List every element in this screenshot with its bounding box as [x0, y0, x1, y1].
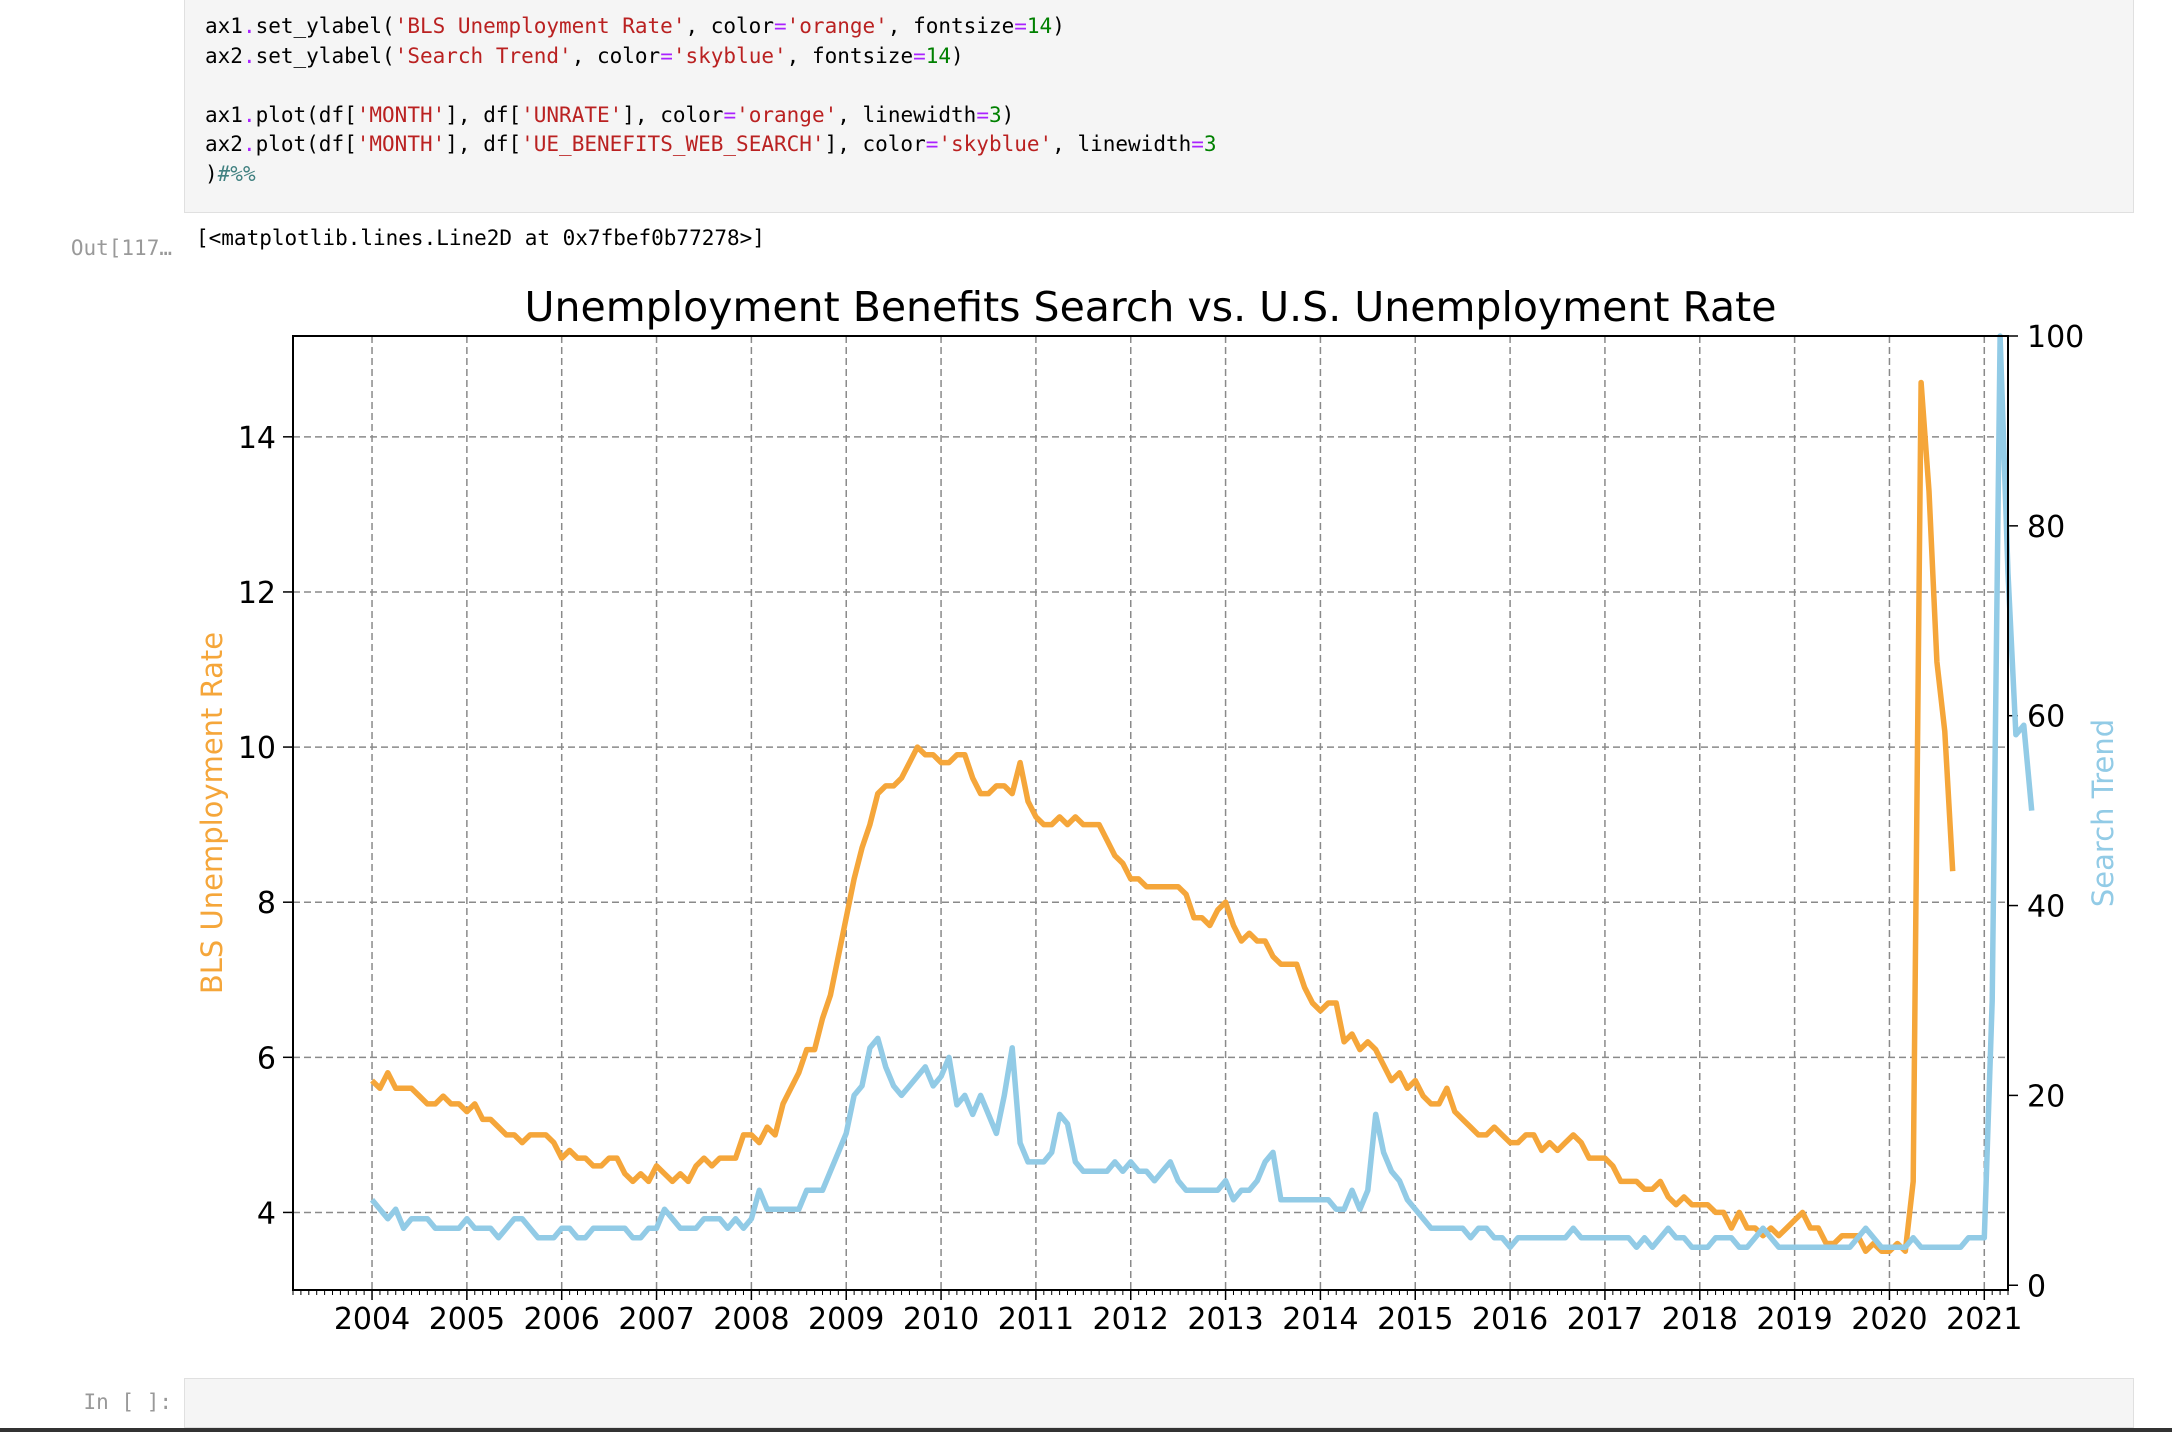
code-line: )#%% — [205, 162, 256, 186]
x-tick-label: 2020 — [1851, 1302, 1927, 1337]
x-tick-label: 2018 — [1662, 1302, 1738, 1337]
code-token: . — [242, 43, 256, 68]
y-right-tick-label: 80 — [2027, 510, 2065, 545]
x-tick-label: 2009 — [808, 1302, 884, 1337]
y-right-axis-label: Search Trend — [2086, 719, 2120, 907]
code-token: 'BLS Unemployment Rate' — [394, 14, 686, 38]
code-token: ], df[ — [445, 132, 522, 156]
x-tick-label: 2006 — [524, 1302, 600, 1337]
y-left-tick-label: 10 — [238, 731, 276, 766]
series-line-ue-benefits-web-search — [369, 333, 2035, 1251]
code-token: = — [1014, 14, 1027, 38]
code-token: ) — [1001, 102, 1015, 127]
code-token: 14 — [925, 43, 952, 68]
x-tick-label: 2016 — [1472, 1302, 1548, 1337]
bottom-divider — [0, 1428, 2172, 1432]
code-token: 'Search Trend' — [394, 43, 572, 68]
x-tick-label: 2008 — [713, 1302, 789, 1337]
x-tick-label: 2019 — [1756, 1302, 1832, 1337]
code-token: ax2 — [205, 43, 243, 68]
code-token: plot(df[ — [255, 102, 357, 127]
code-token: 3 — [1203, 132, 1217, 156]
x-tick-label: 2013 — [1187, 1302, 1263, 1337]
code-token: , color — [571, 43, 661, 68]
code-line: ax2.plot(df['MONTH'], df['UE_BENEFITS_WE… — [205, 132, 1217, 156]
x-tick-label: 2005 — [429, 1302, 505, 1337]
code-token: 'orange' — [736, 102, 838, 127]
code-token: 'UNRATE' — [521, 102, 623, 127]
x-tick-label: 2017 — [1567, 1302, 1643, 1337]
series-line-unrate — [370, 379, 1956, 1254]
x-tick-label: 2007 — [618, 1302, 694, 1337]
code-token: = — [723, 102, 737, 127]
code-token: ax1 — [205, 14, 243, 38]
output-prompt: Out[117… — [70, 236, 172, 260]
code-line: ax1.plot(df['MONTH'], df['UNRATE'], colo… — [205, 103, 1014, 127]
code-token: ], df[ — [445, 102, 522, 127]
code-token: , fontsize — [786, 43, 914, 68]
code-token: . — [242, 14, 256, 38]
code-token: ) — [951, 43, 964, 68]
code-token: 14 — [1026, 14, 1053, 38]
x-tick-label: 2021 — [1946, 1302, 2022, 1337]
y-left-axis-label: BLS Unemployment Rate — [195, 632, 229, 994]
y-right-tick-label: 100 — [2027, 320, 2084, 355]
code-token: = — [773, 14, 787, 38]
code-token: = — [913, 43, 926, 68]
code-token: 3 — [988, 102, 1002, 127]
plot-frame — [292, 335, 2009, 1291]
code-token: 'skyblue' — [938, 132, 1053, 156]
code-token: 'MONTH' — [356, 132, 446, 156]
y-right-tick-label: 20 — [2027, 1079, 2065, 1114]
empty-code-cell[interactable] — [184, 1378, 2134, 1428]
code-token: . — [242, 102, 256, 127]
code-token: ax1 — [205, 102, 243, 127]
code-token: , color — [685, 14, 774, 38]
code-token: = — [1191, 132, 1204, 156]
code-token: = — [660, 43, 673, 68]
code-token: . — [242, 132, 256, 156]
code-token: plot(df[ — [255, 132, 357, 156]
y-right-tick-label: 60 — [2027, 700, 2065, 735]
code-line: ax2.set_ylabel('Search Trend', color='sk… — [205, 44, 964, 68]
code-token: ) — [205, 161, 218, 186]
code-token: set_ylabel( — [255, 43, 395, 68]
code-token: ax2 — [205, 132, 243, 156]
code-token: , fontsize — [887, 14, 1015, 38]
output-text: [<matplotlib.lines.Line2D at 0x7fbef0b77… — [196, 226, 765, 250]
y-left-tick-label: 6 — [257, 1041, 276, 1076]
x-tick-label: 2015 — [1377, 1302, 1453, 1337]
code-cell[interactable]: ax1.set_ylabel('BLS Unemployment Rate', … — [184, 0, 2134, 213]
code-token: ], color — [622, 102, 724, 127]
x-tick-label: 2011 — [998, 1302, 1074, 1337]
x-tick-label: 2012 — [1093, 1302, 1169, 1337]
code-token: = — [976, 102, 989, 127]
code-token: , linewidth — [837, 102, 977, 127]
grid-lines — [293, 336, 2008, 1290]
y-left-tick-label: 14 — [238, 421, 276, 456]
y-right-tick-label: 40 — [2027, 890, 2065, 925]
code-token: , linewidth — [1052, 132, 1192, 156]
input-prompt: In [ ]: — [83, 1390, 172, 1414]
y-left-tick-label: 12 — [238, 576, 276, 611]
code-token: ) — [1052, 14, 1065, 38]
code-token: #%% — [217, 161, 256, 186]
x-tick-label: 2014 — [1282, 1302, 1358, 1337]
code-token: ], color — [824, 132, 926, 156]
code-token: 'orange' — [786, 14, 888, 38]
x-tick-label: 2010 — [903, 1302, 979, 1337]
y-right-tick-label: 0 — [2027, 1269, 2046, 1304]
code-token: = — [925, 132, 939, 156]
code-token: 'MONTH' — [356, 102, 446, 127]
x-tick-label: 2004 — [334, 1302, 410, 1337]
code-token: set_ylabel( — [255, 14, 395, 38]
code-token: 'UE_BENEFITS_WEB_SEARCH' — [521, 132, 825, 156]
code-line: ax1.set_ylabel('BLS Unemployment Rate', … — [205, 14, 1065, 38]
y-left-tick-label: 8 — [257, 886, 276, 921]
code-token: 'skyblue' — [672, 43, 787, 68]
y-left-tick-label: 4 — [257, 1196, 276, 1231]
chart-title: Unemployment Benefits Search vs. U.S. Un… — [525, 283, 1777, 331]
